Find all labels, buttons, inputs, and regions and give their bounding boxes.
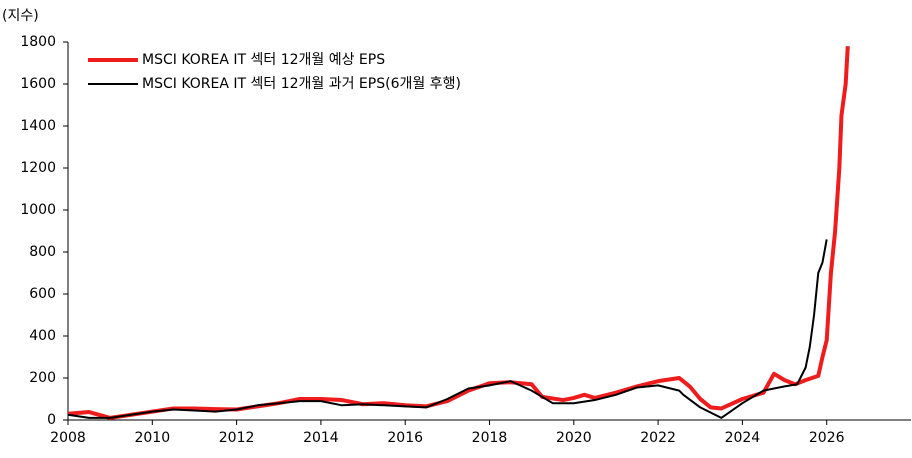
x-tick-label: 2012	[219, 430, 255, 446]
y-tick-label: 1600	[20, 76, 56, 92]
x-tick-label: 2008	[50, 430, 86, 446]
x-tick-label: 2020	[556, 430, 592, 446]
y-tick-label: 1000	[20, 202, 56, 218]
x-tick-label: 2014	[303, 430, 339, 446]
legend-label: MSCI KOREA IT 섹터 12개월 예상 EPS	[142, 52, 385, 68]
x-tick-label: 2026	[809, 430, 845, 446]
legend-label: MSCI KOREA IT 섹터 12개월 과거 EPS(6개월 후행)	[142, 76, 461, 92]
y-tick-label: 200	[29, 370, 56, 386]
x-tick-label: 2016	[387, 430, 423, 446]
y-tick-label: 1800	[20, 34, 56, 50]
y-tick-label: 0	[47, 412, 56, 428]
y-tick-label: 600	[29, 286, 56, 302]
x-tick-label: 2018	[472, 430, 508, 446]
x-tick-label: 2010	[134, 430, 170, 446]
y-tick-label: 1400	[20, 118, 56, 134]
y-tick-label: 800	[29, 244, 56, 260]
series-line	[67, 46, 850, 420]
y-tick-label: 400	[29, 328, 56, 344]
y-tick-label: 1200	[20, 160, 56, 176]
x-tick-label: 2024	[725, 430, 761, 446]
x-tick-label: 2022	[640, 430, 676, 446]
series-line	[67, 239, 828, 419]
y-unit-label: (지수)	[2, 8, 39, 24]
